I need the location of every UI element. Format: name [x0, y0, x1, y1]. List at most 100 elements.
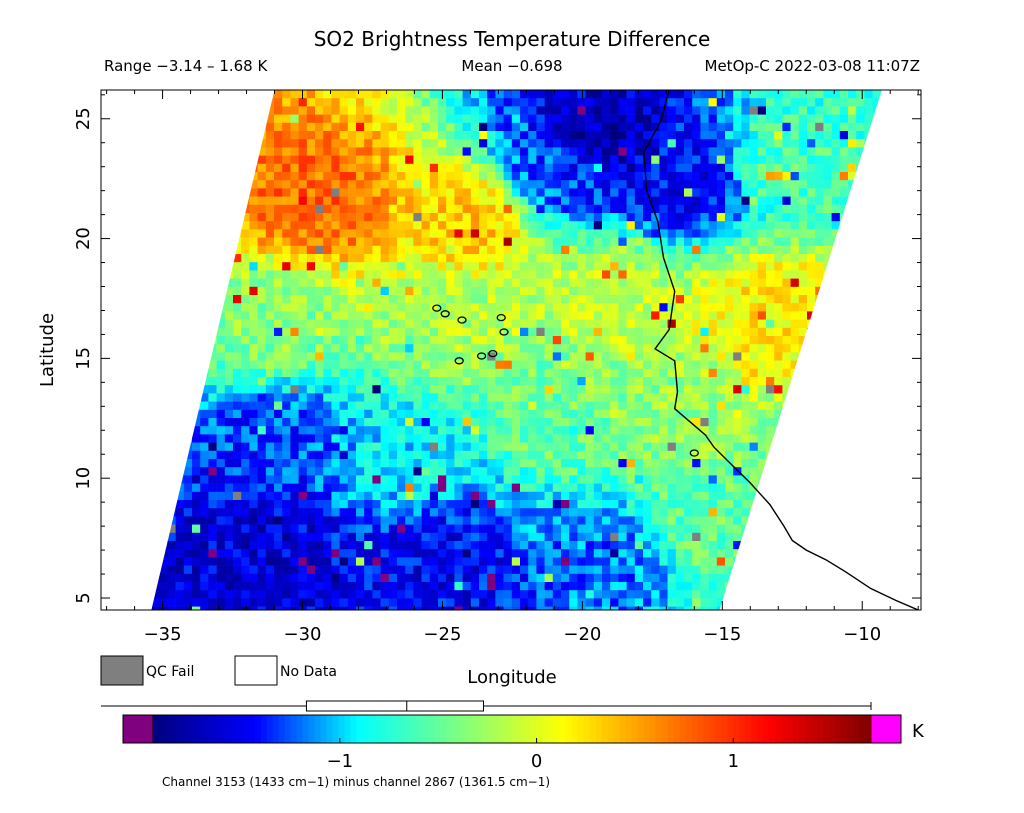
heatmap-cell	[848, 98, 857, 107]
heatmap-cell	[872, 360, 882, 370]
heatmap-cell	[577, 311, 586, 320]
heatmap-cell	[470, 180, 480, 189]
heatmap-cell	[889, 525, 898, 534]
heatmap-cell	[479, 385, 488, 394]
heatmap-cell	[626, 229, 636, 238]
heatmap-cell	[643, 286, 652, 296]
heatmap-cell	[733, 319, 742, 329]
heatmap-cell	[815, 180, 824, 189]
heatmap-cell	[306, 303, 316, 312]
heatmap-cell	[634, 377, 644, 386]
heatmap-cell	[798, 139, 808, 148]
heatmap-cell	[790, 344, 800, 353]
heatmap-cell	[856, 147, 865, 156]
heatmap-cell	[233, 139, 242, 148]
heatmap-cell	[216, 180, 226, 189]
heatmap-cell	[323, 508, 332, 517]
heatmap-cell	[675, 98, 685, 107]
heatmap-cell	[413, 434, 422, 443]
heatmap-cell	[323, 98, 332, 107]
heatmap-cell	[454, 204, 463, 214]
heatmap-cell	[618, 516, 627, 525]
heatmap-cell	[569, 188, 578, 197]
heatmap-cell	[880, 418, 882, 427]
heatmap-cell	[585, 418, 595, 427]
heatmap-cell	[897, 115, 906, 124]
heatmap-cell	[528, 114, 537, 124]
heatmap-cell	[183, 450, 193, 460]
heatmap-cell	[233, 377, 242, 386]
heatmap-cell	[405, 180, 414, 189]
heatmap-cell	[716, 327, 726, 337]
heatmap-cell	[249, 172, 258, 181]
heatmap-cell	[561, 163, 570, 173]
heatmap-cell	[618, 254, 627, 263]
heatmap-cell	[536, 377, 545, 386]
heatmap-cell	[716, 393, 726, 402]
heatmap-cell	[331, 368, 340, 378]
heatmap-cell	[643, 393, 652, 402]
heatmap-cell	[757, 385, 767, 394]
heatmap-cell	[626, 500, 636, 509]
heatmap-cell	[397, 377, 406, 386]
heatmap-cell	[200, 180, 209, 189]
heatmap-cell	[151, 344, 160, 353]
heatmap-cell	[634, 385, 644, 394]
heatmap-cell	[536, 114, 545, 124]
heatmap-cell	[848, 196, 857, 206]
heatmap-cell	[766, 204, 775, 214]
heatmap-cell	[175, 254, 185, 263]
heatmap-cell	[864, 524, 873, 534]
heatmap-cell	[183, 155, 193, 165]
heatmap-cell	[520, 450, 529, 460]
heatmap-cell	[495, 180, 504, 189]
heatmap-cell	[848, 295, 857, 304]
heatmap-cell	[798, 90, 808, 99]
heatmap-cell	[618, 90, 627, 99]
heatmap-cell	[667, 409, 677, 419]
heatmap-cell	[864, 459, 873, 468]
heatmap-cell	[536, 467, 545, 476]
heatmap-cell	[872, 344, 882, 353]
heatmap-cell	[503, 426, 513, 435]
heatmap-cell	[897, 205, 906, 214]
heatmap-cell	[462, 426, 472, 435]
heatmap-cell	[183, 278, 193, 288]
heatmap-cell	[839, 270, 849, 279]
heatmap-cell	[577, 229, 586, 238]
heatmap-cell	[446, 98, 455, 107]
heatmap-cell	[790, 295, 800, 304]
heatmap-cell	[224, 114, 234, 124]
heatmap-cell	[388, 213, 398, 222]
heatmap-cell	[757, 196, 767, 206]
heatmap-cell	[544, 467, 554, 476]
heatmap-cell	[454, 344, 463, 353]
heatmap-cell	[503, 229, 513, 238]
heatmap-cell	[315, 245, 324, 255]
heatmap-cell	[798, 418, 808, 427]
heatmap-cell	[643, 500, 652, 509]
heatmap-cell	[766, 377, 775, 386]
heatmap-cell	[224, 336, 234, 345]
heatmap-cell	[864, 155, 873, 165]
heatmap-cell	[544, 295, 554, 304]
heatmap-cell	[708, 311, 718, 320]
heatmap-cell	[684, 262, 693, 271]
heatmap-cell	[741, 508, 750, 517]
heatmap-cell	[692, 368, 701, 378]
heatmap-cell	[684, 196, 693, 206]
heatmap-cell	[282, 475, 291, 484]
heatmap-cell	[241, 295, 250, 304]
heatmap-cell	[429, 409, 439, 419]
heatmap-cell	[397, 278, 406, 288]
heatmap-cell	[528, 139, 537, 148]
heatmap-cell	[274, 385, 283, 394]
heatmap-cell	[577, 122, 586, 132]
heatmap-cell	[659, 311, 668, 320]
heatmap-cell	[798, 237, 808, 247]
heatmap-cell	[511, 491, 521, 501]
heatmap-cell	[274, 377, 283, 386]
heatmap-cell	[831, 270, 841, 279]
heatmap-cell	[511, 172, 521, 181]
heatmap-cell	[798, 254, 808, 263]
